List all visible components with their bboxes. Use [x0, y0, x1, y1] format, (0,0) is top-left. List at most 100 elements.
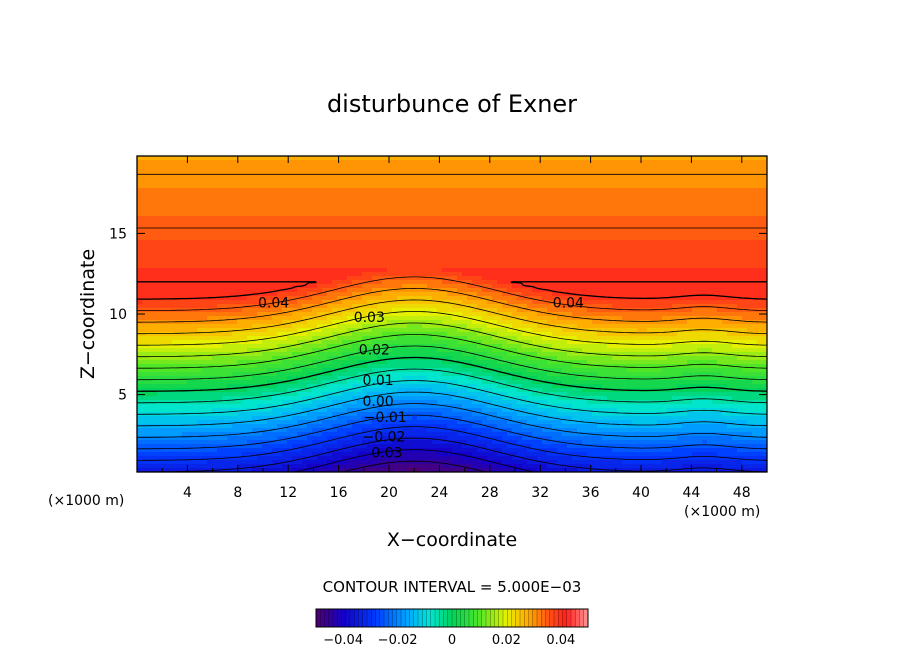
field-cell	[312, 208, 318, 213]
field-cell	[322, 312, 328, 317]
field-cell	[187, 196, 193, 201]
field-cell	[432, 208, 438, 213]
field-cell	[737, 256, 743, 261]
field-cell	[562, 296, 568, 301]
field-cell	[142, 176, 148, 181]
field-cell	[312, 256, 318, 261]
field-cell	[497, 220, 503, 225]
field-cell	[382, 180, 388, 185]
field-cell	[227, 272, 233, 277]
field-cell	[617, 196, 623, 201]
field-cell	[347, 236, 353, 241]
field-cell	[152, 208, 158, 213]
field-cell	[197, 192, 203, 197]
field-cell	[697, 224, 703, 229]
field-cell	[332, 204, 338, 209]
field-cell	[517, 156, 523, 161]
field-cell	[337, 304, 343, 309]
field-cell	[627, 224, 633, 229]
field-cell	[627, 256, 633, 261]
field-cell	[572, 296, 578, 301]
field-cell	[272, 256, 278, 261]
field-cell	[757, 164, 763, 169]
field-cell	[472, 168, 478, 173]
field-cell	[392, 212, 398, 217]
field-cell	[177, 180, 183, 185]
field-cell	[152, 236, 158, 241]
field-cell	[222, 236, 228, 241]
field-cell	[662, 292, 668, 297]
field-cell	[392, 180, 398, 185]
field-cell	[472, 272, 478, 277]
field-cell	[582, 240, 588, 245]
field-cell	[712, 260, 718, 265]
field-cell	[737, 224, 743, 229]
field-cell	[207, 220, 213, 225]
field-cell	[492, 196, 498, 201]
field-cell	[692, 284, 698, 289]
field-cell	[437, 224, 443, 229]
field-cell	[547, 236, 553, 241]
field-cell	[417, 264, 423, 269]
field-cell	[637, 212, 643, 217]
field-cell	[652, 264, 658, 269]
field-cell	[532, 296, 538, 301]
field-cell	[437, 176, 443, 181]
field-cell	[372, 304, 378, 309]
field-cell	[727, 220, 733, 225]
field-cell	[282, 244, 288, 249]
field-cell	[197, 260, 203, 265]
field-cell	[427, 188, 433, 193]
field-cell	[507, 292, 513, 297]
field-cell	[342, 248, 348, 253]
field-cell	[322, 252, 328, 257]
field-cell	[467, 160, 473, 165]
field-cell	[292, 276, 298, 281]
field-cell	[562, 240, 568, 245]
field-cell	[362, 196, 368, 201]
field-cell	[217, 284, 223, 289]
field-cell	[392, 224, 398, 229]
field-cell	[277, 160, 283, 165]
field-cell	[467, 276, 473, 281]
field-cell	[682, 208, 688, 213]
field-cell	[342, 260, 348, 265]
field-cell	[137, 276, 143, 281]
field-cell	[182, 300, 188, 305]
field-cell	[267, 248, 273, 253]
field-cell	[177, 272, 183, 277]
field-cell	[647, 264, 653, 269]
field-cell	[302, 236, 308, 241]
field-cell	[622, 308, 628, 313]
field-cell	[262, 168, 268, 173]
field-cell	[432, 288, 438, 293]
field-cell	[537, 216, 543, 221]
field-cell	[137, 284, 143, 289]
field-cell	[272, 204, 278, 209]
field-cell	[217, 204, 223, 209]
field-cell	[482, 228, 488, 233]
field-cell	[482, 276, 488, 281]
field-cell	[652, 304, 658, 309]
field-cell	[457, 208, 463, 213]
field-cell	[592, 256, 598, 261]
field-cell	[677, 304, 683, 309]
field-cell	[152, 216, 158, 221]
field-cell	[712, 252, 718, 257]
field-cell	[262, 180, 268, 185]
field-cell	[572, 188, 578, 193]
field-cell	[182, 200, 188, 205]
field-cell	[667, 304, 673, 309]
field-cell	[502, 252, 508, 257]
field-cell	[297, 160, 303, 165]
field-cell	[487, 236, 493, 241]
field-cell	[347, 276, 353, 281]
field-cell	[362, 192, 368, 197]
field-cell	[527, 304, 533, 309]
field-cell	[202, 228, 208, 233]
field-cell	[682, 260, 688, 265]
field-cell	[172, 240, 178, 245]
field-cell	[697, 176, 703, 181]
field-cell	[747, 240, 753, 245]
field-cell	[332, 216, 338, 221]
